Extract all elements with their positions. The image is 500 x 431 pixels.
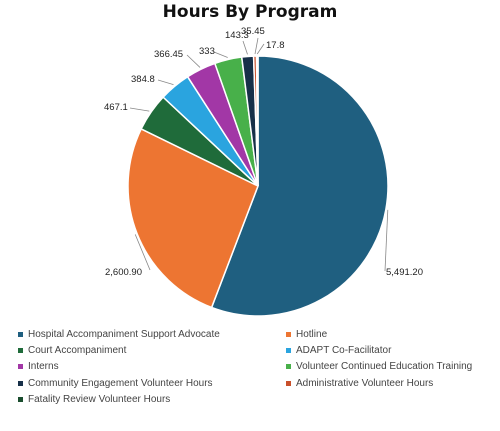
legend-swatch (18, 332, 23, 337)
legend-label: Hospital Accompaniment Support Advocate (28, 329, 220, 340)
leader-line (134, 234, 151, 271)
leader-line (256, 43, 265, 55)
legend-swatch (18, 348, 23, 354)
slice-value-label: 2,600.90 (105, 267, 142, 278)
legend-label: Hotline (296, 329, 328, 340)
pie-slice (210, 55, 389, 317)
legend-item: ADAPT Co-Facilitator (286, 345, 391, 356)
legend-label: Volunteer Continued Education Training (296, 361, 473, 373)
leader-line (242, 40, 248, 55)
legend-item: Court Accompaniment (18, 345, 126, 356)
leader-line (129, 107, 150, 112)
legend-item: Administrative Volunteer Hours (286, 378, 433, 389)
legend-swatch (18, 380, 23, 386)
chart-title: Hours By Program (162, 2, 338, 22)
leader-line (254, 37, 259, 55)
leader-line (213, 51, 228, 58)
legend-swatch (286, 332, 291, 337)
slice-value-label: 333 (199, 46, 215, 57)
legend-swatch (286, 364, 291, 370)
legend-label: Administrative Volunteer Hours (296, 377, 434, 389)
slice-value-label: 467.1 (104, 102, 128, 113)
legend-swatch (286, 380, 291, 386)
leader-line (384, 209, 389, 272)
legend-swatch (18, 364, 23, 370)
slice-value-label: 35.45 (241, 26, 265, 37)
legend-swatch (286, 348, 291, 354)
slice-value-label: 5,491.20 (386, 267, 423, 278)
legend-item: Hospital Accompaniment Support Advocate (18, 329, 220, 340)
legend-item: Hotline (286, 329, 327, 340)
legend-label: Interns (28, 361, 59, 373)
legend-label: Community Engagement Volunteer Hours (28, 377, 213, 389)
slice-value-label: 17.8 (266, 40, 285, 51)
legend-item: Community Engagement Volunteer Hours (18, 378, 213, 389)
legend-label: ADAPT Co-Facilitator (296, 345, 392, 357)
pie-slice (255, 55, 259, 187)
slice-value-label: 143.3 (225, 30, 249, 41)
legend-item: Volunteer Continued Education Training (286, 361, 472, 372)
legend-label: Court Accompaniment (28, 345, 127, 357)
legend-swatch (18, 396, 23, 402)
leader-line (157, 79, 174, 85)
slice-value-label: 366.45 (154, 49, 183, 60)
slice-value-label: 384.8 (131, 74, 155, 85)
legend-item: Interns (18, 361, 59, 372)
legend-label: Fatality Review Volunteer Hours (28, 393, 171, 405)
pie-slice (127, 127, 259, 309)
leader-line (186, 54, 201, 68)
legend-item: Fatality Review Volunteer Hours (18, 394, 170, 405)
